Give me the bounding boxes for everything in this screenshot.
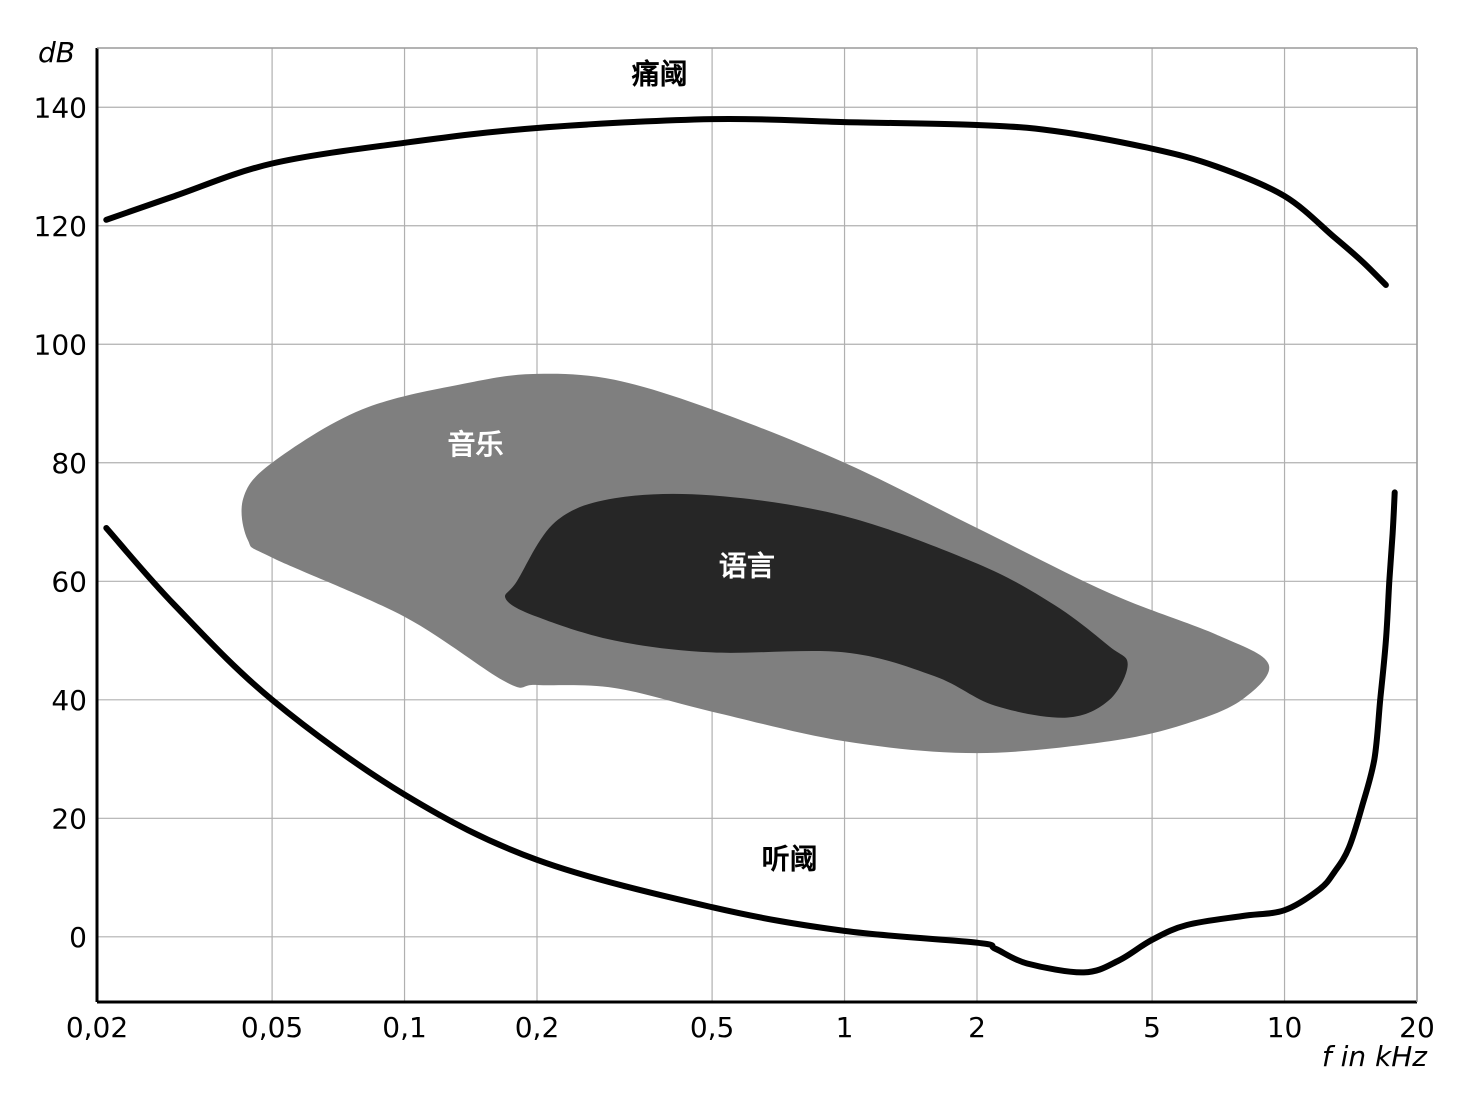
y-tick-label: 140 (34, 91, 87, 124)
axes (95, 47, 1418, 1004)
region-label-0: 音乐 (448, 428, 504, 461)
x-tick-label: 0,05 (241, 1011, 303, 1044)
x-tick-label: 0,1 (382, 1011, 427, 1044)
x-tick-label: 1 (836, 1011, 854, 1044)
y-tick-label: 20 (51, 802, 87, 835)
x-tick-label: 5 (1143, 1011, 1161, 1044)
x-tick-label: 20 (1399, 1011, 1435, 1044)
threshold-curve-0 (103, 115, 1389, 288)
y-tick-label: 120 (34, 210, 87, 243)
curve-label-1: 听阈 (762, 843, 818, 876)
y-tick-label: 60 (51, 565, 87, 598)
y-tick-label: 40 (51, 684, 87, 717)
threshold-curve-1 (103, 489, 1398, 976)
x-axis-label: f in kHz (1322, 1040, 1428, 1073)
y-tick-label: 80 (51, 447, 87, 480)
x-tick-label: 0,02 (66, 1011, 128, 1044)
chart-labels: 0,02 0,05 0,1 0,2 0,5 1 2 5 10 20 0 20 40 60 80 100 120 1… (34, 36, 1435, 1073)
curve-label-0: 痛阈 (632, 58, 688, 91)
x-tick-label: 0,2 (515, 1011, 560, 1044)
threshold-curves (103, 115, 1398, 976)
regions (241, 373, 1270, 754)
x-tick-label: 10 (1267, 1011, 1303, 1044)
region-label-1: 语言 (719, 549, 775, 582)
region-area-1 (504, 493, 1128, 718)
y-tick-label: 100 (34, 328, 87, 361)
x-tick-label: 2 (968, 1011, 986, 1044)
y-tick-label: 0 (69, 921, 87, 954)
y-axis-label: dB (38, 36, 75, 69)
x-tick-label: 0,5 (690, 1011, 735, 1044)
